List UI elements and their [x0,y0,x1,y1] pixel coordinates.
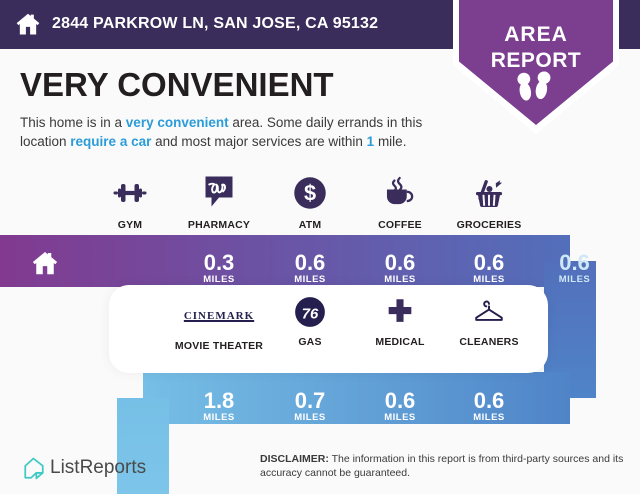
svg-text:REPORT: REPORT [491,49,582,72]
svg-text:$: $ [304,181,316,206]
svg-text:AREA: AREA [504,23,568,46]
svg-text:76: 76 [302,306,319,322]
